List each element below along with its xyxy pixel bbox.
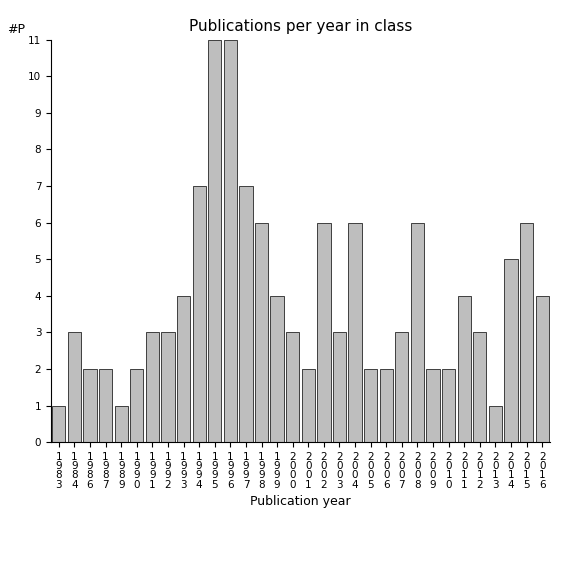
Bar <box>442 369 455 442</box>
Bar <box>536 296 549 442</box>
Title: Publications per year in class: Publications per year in class <box>189 19 412 35</box>
Bar <box>255 223 268 442</box>
Bar <box>115 405 128 442</box>
Y-axis label: #P: #P <box>7 23 25 36</box>
Bar <box>318 223 331 442</box>
Bar <box>270 296 284 442</box>
Bar <box>193 186 206 442</box>
Bar <box>520 223 533 442</box>
Bar <box>239 186 252 442</box>
Bar <box>286 332 299 442</box>
Bar <box>505 259 518 442</box>
Bar <box>130 369 143 442</box>
X-axis label: Publication year: Publication year <box>250 495 351 508</box>
Bar <box>364 369 377 442</box>
Bar <box>146 332 159 442</box>
Bar <box>395 332 408 442</box>
Bar <box>83 369 96 442</box>
Bar <box>426 369 439 442</box>
Bar <box>224 40 237 442</box>
Bar <box>489 405 502 442</box>
Bar <box>208 40 221 442</box>
Bar <box>302 369 315 442</box>
Bar <box>52 405 65 442</box>
Bar <box>411 223 424 442</box>
Bar <box>177 296 190 442</box>
Bar <box>68 332 81 442</box>
Bar <box>349 223 362 442</box>
Bar <box>333 332 346 442</box>
Bar <box>473 332 486 442</box>
Bar <box>99 369 112 442</box>
Bar <box>162 332 175 442</box>
Bar <box>458 296 471 442</box>
Bar <box>380 369 393 442</box>
